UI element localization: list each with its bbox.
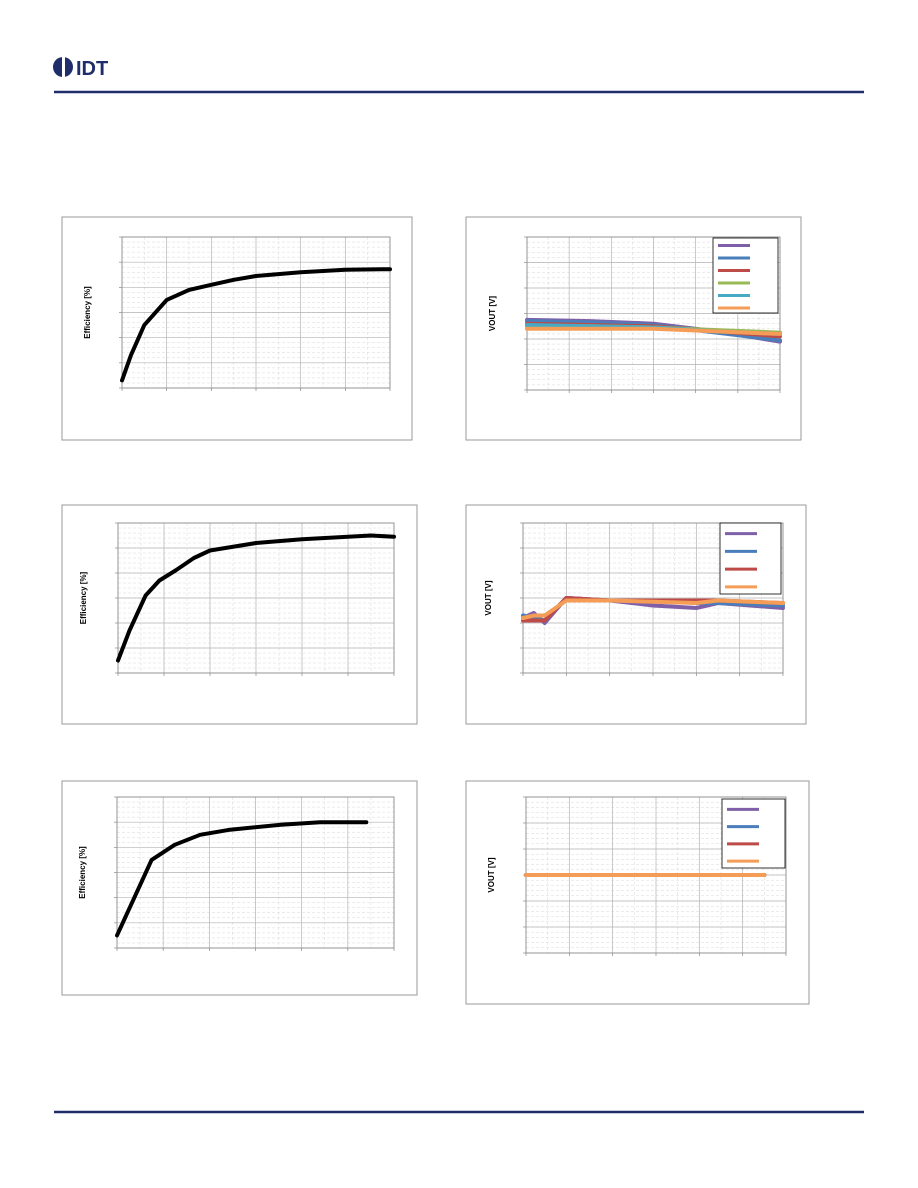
series-line [525, 326, 782, 336]
plot-area [116, 796, 395, 949]
charts: Efficiency [%] VOUT [V] Efficiency [%] VOUT… [61, 216, 810, 1005]
y-axis-label: VOUT [V] [487, 857, 496, 892]
chart: Efficiency [%] [61, 780, 418, 996]
plot-area [121, 236, 391, 389]
logo: IDT [53, 57, 108, 80]
series-line [115, 820, 369, 938]
plot-area [117, 522, 395, 674]
chart-frame [61, 780, 418, 996]
legend [712, 237, 779, 314]
logo-text: IDT [76, 58, 108, 80]
y-axis-label: Efficiency [%] [78, 846, 87, 899]
y-axis-label: Efficiency [%] [79, 571, 88, 624]
chart-frame [61, 216, 413, 441]
chart: VOUT [V] [465, 216, 802, 441]
chart-frame [61, 504, 418, 725]
series-line [120, 267, 392, 383]
y-axis-label: VOUT [V] [484, 580, 493, 615]
plot-area [526, 236, 781, 391]
series-line [116, 533, 396, 663]
series-line [521, 598, 785, 620]
y-axis-label: Efficiency [%] [83, 286, 92, 339]
y-axis-label: VOUT [V] [488, 296, 497, 331]
logo-slot [62, 57, 65, 77]
plot-area [522, 522, 784, 674]
chart: VOUT [V] [465, 780, 810, 1005]
chart: VOUT [V] [465, 504, 807, 725]
chart: Efficiency [%] [61, 504, 418, 725]
chart: Efficiency [%] [61, 216, 413, 441]
